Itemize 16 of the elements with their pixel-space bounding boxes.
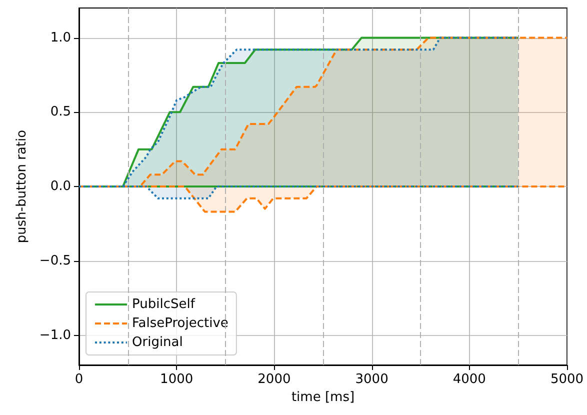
y-tick-label: 1.0 [50, 30, 71, 46]
y-tick-label: 0.0 [50, 179, 71, 194]
y-axis-title: push-button ratio [14, 130, 30, 244]
x-axis-title: time [ms] [291, 390, 355, 405]
y-tick-label: 0.5 [50, 104, 71, 120]
legend-label: Original [132, 335, 183, 350]
y-tick-label: −1.0 [39, 328, 71, 343]
x-tick-label: 3000 [355, 372, 388, 387]
x-tick-label: 1000 [160, 372, 194, 387]
x-tick-label: 4000 [452, 372, 486, 387]
x-tick-label: 2000 [258, 372, 291, 387]
x-tick-label: 5000 [550, 372, 584, 387]
legend-label: FalseProjective [132, 316, 228, 331]
legend-label: PubilcSelf [132, 297, 196, 312]
y-tick-label: −0.5 [39, 253, 71, 268]
x-tick-label: 0 [74, 372, 84, 387]
